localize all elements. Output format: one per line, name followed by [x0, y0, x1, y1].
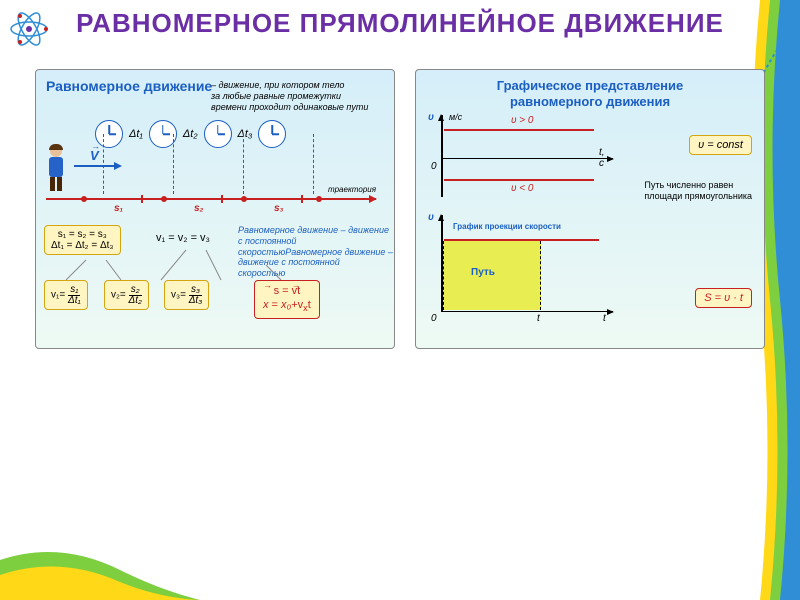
dt-label-3: Δt₃ [238, 128, 253, 140]
dash-connector [313, 134, 314, 194]
velocity-eq: v₁ = v₂ = v₃ [156, 232, 210, 244]
s-label-2: s₂ [194, 203, 203, 214]
neg-label: υ < 0 [511, 183, 533, 194]
dash-connector [173, 134, 174, 194]
zero-label2: 0 [431, 313, 437, 324]
formula-v2: v₂= s₂Δt₂ [104, 280, 149, 310]
panels-container: Равномерное движение – движение, при кот… [0, 39, 800, 349]
left-panel: Равномерное движение – движение, при кот… [35, 69, 395, 349]
formula-v3: v₃= s₃Δt₃ [164, 280, 209, 310]
formula-kinematics: →s = →vt x = x₀+vxt [254, 280, 320, 319]
formula-eq1: s₁ = s₂ = s₃Δt₁ = Δt₂ = Δt₃ [44, 225, 121, 255]
dt-label-1: Δt₁ [129, 128, 143, 140]
graph-velocity: υ м/с 0 t, с υ > 0 υ < 0 [441, 117, 611, 197]
zero-label: 0 [431, 161, 437, 172]
right-panel-title: Графическое представлениеравномерного дв… [426, 78, 754, 109]
formula-v1: v₁= s₁Δt₁ [44, 280, 88, 310]
trajectory-label: траектория [328, 185, 376, 194]
boy-figure [41, 145, 71, 193]
graph-path: Путь υ График проекции скорости 0 t t [441, 217, 611, 312]
right-panel: Графическое представлениеравномерного дв… [415, 69, 765, 349]
clock-icon [204, 120, 232, 148]
velocity-arrow: V [74, 162, 122, 170]
velocity-note: Равномерное движение – движение с постоя… [238, 225, 394, 279]
s-label-1: s₁ [114, 203, 123, 214]
main-title: РАВНОМЕРНОЕ ПРЯМОЛИНЕЙНОЕ ДВИЖЕНИЕ [0, 0, 800, 39]
const-formula: υ = const [689, 135, 752, 155]
y-axis-label: υ [428, 112, 434, 123]
dt-label-2: Δt₂ [183, 128, 198, 140]
clocks-row: Δt₁ Δt₂ Δt₃ [91, 104, 384, 164]
path-note: Путь численно равенплощади прямоугольник… [644, 180, 752, 202]
s-formula: S = υ · t [695, 288, 752, 308]
v-symbol: V [90, 148, 99, 163]
path-label: Путь [471, 267, 495, 278]
trajectory-line [46, 198, 376, 200]
atom-icon [8, 8, 50, 50]
clock-icon [258, 120, 286, 148]
y-axis-label2: υ [428, 212, 434, 223]
swoosh-bottom-left [0, 500, 200, 600]
x-axis-label2: t [603, 313, 606, 324]
dash-connector [243, 134, 244, 194]
proj-title: График проекции скорости [453, 222, 561, 231]
y-axis-unit: м/с [449, 112, 462, 122]
t-label: t [537, 313, 540, 324]
s-label-3: s₃ [274, 203, 283, 214]
pos-label: υ > 0 [511, 115, 533, 126]
x-axis-label: t, с [599, 147, 611, 169]
